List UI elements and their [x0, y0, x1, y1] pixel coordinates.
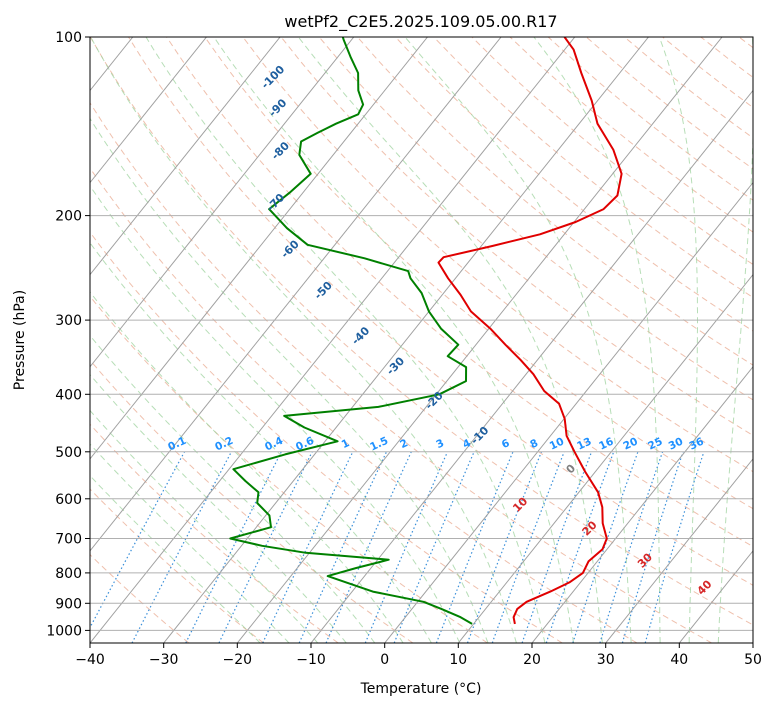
mixing-ratio-line	[491, 451, 565, 643]
mixing-ratio-label: 30	[667, 436, 685, 453]
mixing-ratio-line	[572, 451, 639, 643]
moist-adiabat	[404, 37, 632, 643]
dry-adiabat	[90, 231, 563, 643]
mixing-ratio-label: 16	[597, 436, 615, 453]
mixing-ratio-line	[599, 451, 664, 643]
temperature-profile-line	[437, 37, 623, 625]
dry-adiabat	[90, 101, 712, 643]
mixing-ratio-label: 3	[434, 437, 446, 451]
x-tick-label: 50	[744, 652, 762, 668]
isotherm-line	[384, 181, 753, 643]
mixing-ratio-line	[185, 451, 282, 643]
mixing-ratio-line	[218, 451, 313, 643]
x-tick-label: −40	[75, 652, 105, 668]
isotherm-line	[90, 37, 281, 276]
dry-adiabat	[166, 37, 753, 548]
mixing-ratio-line	[621, 451, 684, 643]
moist-adiabat	[145, 37, 546, 643]
y-tick-label: 100	[55, 30, 82, 46]
isotherm-line	[90, 37, 576, 643]
chart-title: wetPf2_C2E5.2025.109.05.00.R17	[284, 12, 557, 32]
moist-adiabat	[90, 475, 261, 643]
y-tick-label: 1000	[46, 623, 82, 639]
mixing-ratio-label: 20	[621, 436, 639, 453]
mixing-ratio-line	[364, 451, 449, 643]
mixing-ratio-line	[466, 451, 543, 643]
mixing-ratio-line	[644, 451, 705, 643]
moist-adiabat	[213, 37, 575, 643]
dry-adiabat	[395, 37, 753, 332]
moist-adiabat	[90, 185, 461, 643]
mixing-ratio-line	[131, 451, 232, 643]
mixing-ratio-label: 13	[575, 436, 593, 453]
isotherm-line	[90, 37, 502, 552]
moist-adiabat	[533, 37, 661, 643]
moist-adiabat	[658, 37, 698, 643]
isotherm-line	[90, 37, 207, 184]
y-axis-label: Pressure (hPa)	[12, 290, 28, 390]
dry-adiabat	[90, 37, 753, 626]
moist-adiabat	[90, 242, 432, 643]
mixing-ratio-line	[545, 451, 615, 643]
dry-adiabat	[90, 295, 488, 643]
y-tick-label: 700	[55, 532, 82, 548]
dry-adiabat	[90, 423, 339, 643]
mixing-ratio-label: 2	[398, 437, 410, 451]
moist-adiabat	[90, 37, 517, 643]
mixing-ratio-label: 36	[687, 436, 705, 453]
x-tick-label: −10	[296, 652, 326, 668]
moist-adiabat	[90, 291, 404, 643]
dry-adiabat	[90, 167, 638, 643]
isotherm-line	[236, 37, 723, 643]
mixing-ratio-line	[435, 451, 514, 643]
dry-adiabat	[357, 37, 753, 366]
dry-adiabat	[318, 37, 753, 401]
y-tick-label: 400	[55, 387, 82, 403]
isotherm-line	[310, 89, 753, 643]
x-tick-label: 10	[449, 652, 467, 668]
x-tick-label: 30	[597, 652, 615, 668]
y-tick-label: 200	[55, 209, 82, 225]
dry-adiabat	[90, 553, 190, 643]
dry-adiabat	[128, 37, 753, 586]
mixing-ratio-label: 25	[646, 436, 664, 453]
mixing-ratio-label: 6	[500, 437, 512, 451]
y-tick-label: 600	[55, 492, 82, 508]
moist-adiabat	[717, 37, 753, 643]
mixing-ratio-label: 1	[340, 437, 352, 451]
y-tick-label: 500	[55, 445, 82, 461]
mixing-ratio-line	[325, 451, 412, 643]
y-tick-label: 900	[55, 596, 82, 612]
moist-adiabat	[90, 373, 347, 643]
x-tick-label: 40	[670, 652, 688, 668]
isotherm-line	[605, 458, 753, 643]
x-tick-label: −30	[149, 652, 179, 668]
moist-adiabat	[298, 37, 603, 643]
dry-adiabat	[433, 37, 753, 299]
moist-adiabat	[90, 334, 376, 643]
mixing-ratio-line	[521, 451, 593, 643]
mixing-ratio-label: 8	[528, 437, 540, 451]
y-tick-label: 800	[55, 566, 82, 582]
dry-adiabat	[204, 37, 753, 510]
mixing-ratio-label: 10	[548, 436, 566, 453]
isotherm-line	[90, 37, 428, 460]
y-tick-label: 300	[55, 313, 82, 329]
x-tick-label: −20	[223, 652, 253, 668]
plot-frame	[89, 36, 754, 644]
isotherm-line	[90, 37, 355, 368]
mixing-ratio-label: 4	[461, 437, 473, 451]
moist-adiabat	[90, 117, 489, 643]
x-tick-label: 0	[380, 652, 389, 668]
dewpoint-profile-line	[229, 37, 473, 625]
isotherm-line	[531, 365, 753, 643]
x-tick-label: 20	[523, 652, 541, 668]
mixing-ratio-line	[90, 451, 186, 629]
x-axis-label: Temperature (°C)	[360, 681, 482, 697]
isotherm-line	[457, 273, 753, 643]
